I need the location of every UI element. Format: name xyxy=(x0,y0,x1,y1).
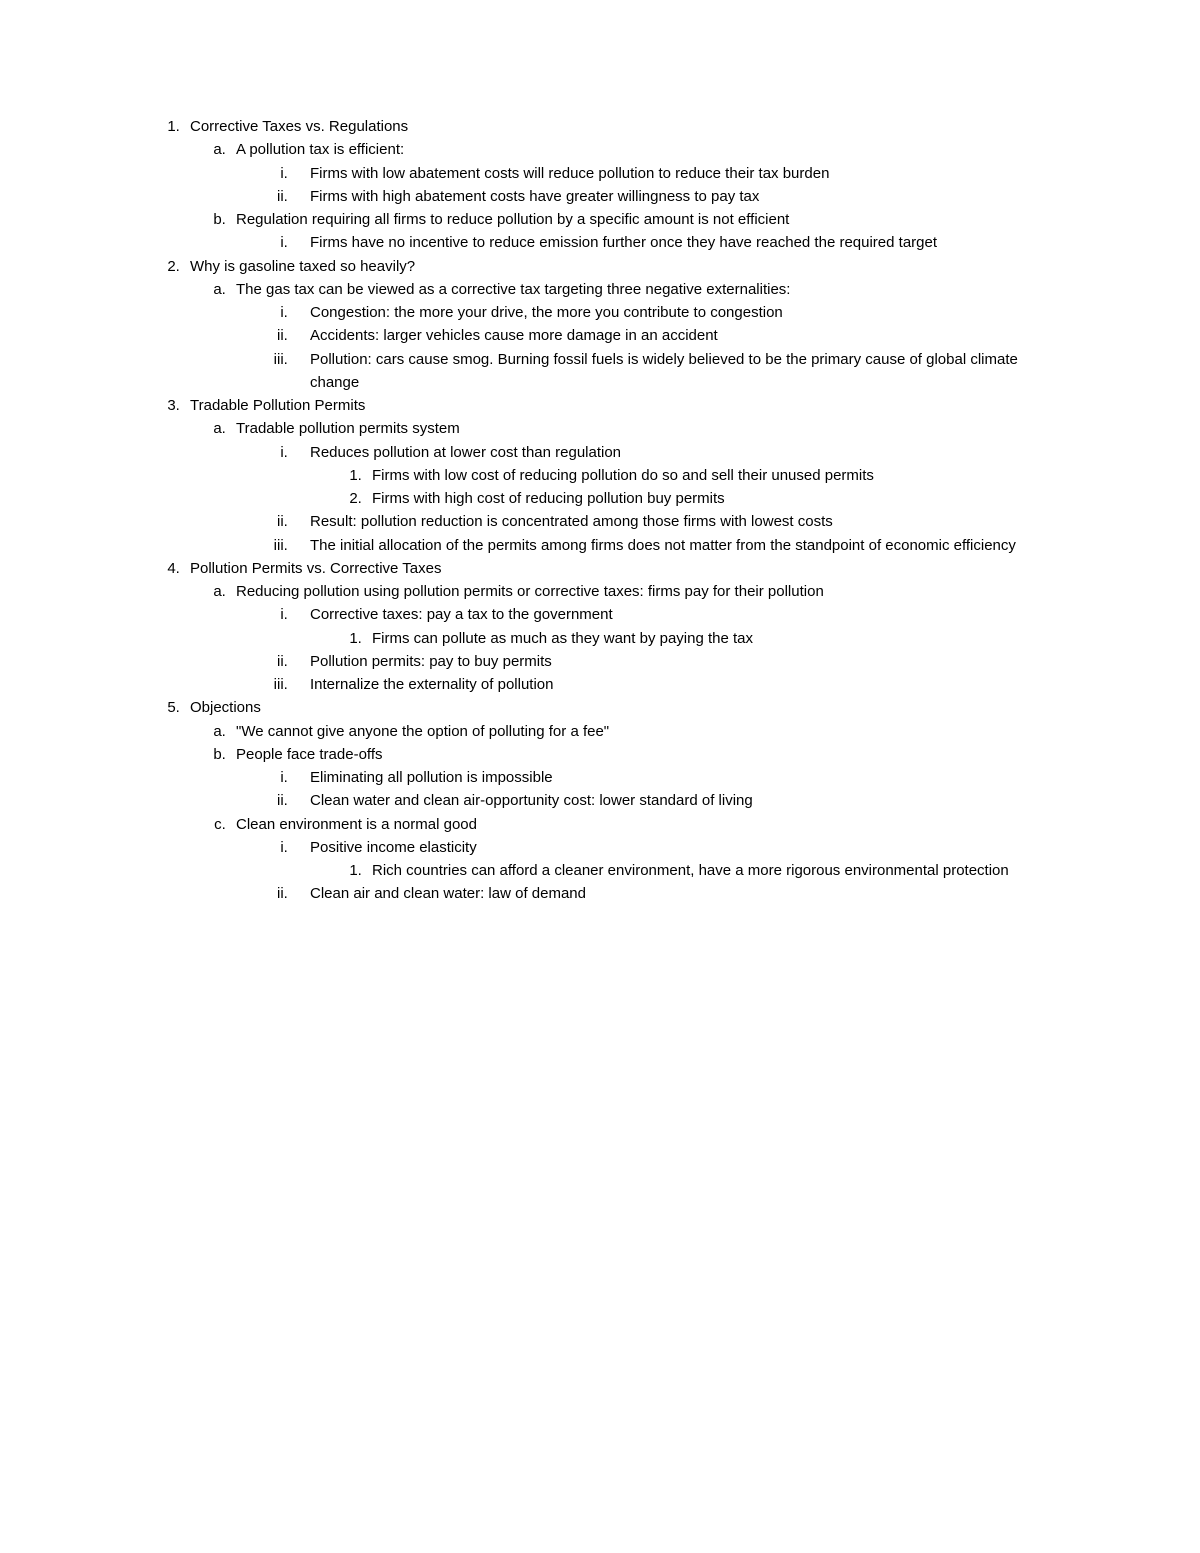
outline-sublist: The gas tax can be viewed as a correctiv… xyxy=(190,278,1050,394)
outline-item: Why is gasoline taxed so heavily? The gas… xyxy=(184,255,1050,395)
outline-text: Pollution permits: pay to buy permits xyxy=(310,653,552,670)
outline-text: Result: pollution reduction is concentra… xyxy=(310,513,833,530)
outline-text: Reducing pollution using pollution permi… xyxy=(236,583,824,600)
outline-sublist: Firms can pollute as much as they want b… xyxy=(310,627,1050,650)
outline-item: People face trade-offs Eliminating all po… xyxy=(230,743,1050,813)
outline-item: Clean water and clean air-opportunity co… xyxy=(292,789,1050,812)
outline-item: Corrective Taxes vs. Regulations A pollut… xyxy=(184,115,1050,255)
outline-text: The gas tax can be viewed as a correctiv… xyxy=(236,281,790,298)
outline-item: Reducing pollution using pollution permi… xyxy=(230,580,1050,696)
outline-item: Eliminating all pollution is impossible xyxy=(292,766,1050,789)
outline-item: Tradable Pollution Permits Tradable pollu… xyxy=(184,394,1050,557)
outline-item: "We cannot give anyone the option of pol… xyxy=(230,720,1050,743)
outline-item: Corrective taxes: pay a tax to the gover… xyxy=(292,603,1050,650)
outline-item: The gas tax can be viewed as a correctiv… xyxy=(230,278,1050,394)
outline-item: The initial allocation of the permits am… xyxy=(292,534,1050,557)
outline-item: Reduces pollution at lower cost than reg… xyxy=(292,441,1050,511)
outline-text: Firms can pollute as much as they want b… xyxy=(372,630,753,647)
outline-sublist: Firms with low cost of reducing pollutio… xyxy=(310,464,1050,511)
outline-text: The initial allocation of the permits am… xyxy=(310,537,1016,554)
outline-sublist: Positive income elasticity Rich countries… xyxy=(236,836,1050,906)
outline-item: Regulation requiring all firms to reduce… xyxy=(230,208,1050,255)
outline-sublist: Reduces pollution at lower cost than reg… xyxy=(236,441,1050,557)
outline-item: Rich countries can afford a cleaner envi… xyxy=(366,859,1050,882)
outline-text: Corrective taxes: pay a tax to the gover… xyxy=(310,606,613,623)
outline-text: Firms with low abatement costs will redu… xyxy=(310,165,829,182)
outline-item: Firms can pollute as much as they want b… xyxy=(366,627,1050,650)
outline-text: Tradable Pollution Permits xyxy=(190,397,365,414)
outline-item: Objections "We cannot give anyone the opt… xyxy=(184,696,1050,905)
outline-item: Accidents: larger vehicles cause more da… xyxy=(292,324,1050,347)
outline-text: Clean environment is a normal good xyxy=(236,816,477,833)
outline-item: Tradable pollution permits system Reduces… xyxy=(230,417,1050,557)
outline-item: Firms with high cost of reducing polluti… xyxy=(366,487,1050,510)
outline-text: Rich countries can afford a cleaner envi… xyxy=(372,862,1009,879)
outline-text: Corrective Taxes vs. Regulations xyxy=(190,118,408,135)
outline-item: Pollution: cars cause smog. Burning foss… xyxy=(292,348,1050,395)
outline-item: Firms with high abatement costs have gre… xyxy=(292,185,1050,208)
outline-sublist: Firms with low abatement costs will redu… xyxy=(236,162,1050,209)
outline-text: Pollution Permits vs. Corrective Taxes xyxy=(190,560,441,577)
outline-item: Pollution permits: pay to buy permits xyxy=(292,650,1050,673)
outline-sublist: Firms have no incentive to reduce emissi… xyxy=(236,231,1050,254)
outline-item: Clean environment is a normal good Positi… xyxy=(230,813,1050,906)
outline-text: Firms with high abatement costs have gre… xyxy=(310,188,759,205)
outline-item: Positive income elasticity Rich countries… xyxy=(292,836,1050,883)
outline-item: Congestion: the more your drive, the mor… xyxy=(292,301,1050,324)
outline-text: Congestion: the more your drive, the mor… xyxy=(310,304,783,321)
outline-sublist: "We cannot give anyone the option of pol… xyxy=(190,720,1050,906)
outline-text: Reduces pollution at lower cost than reg… xyxy=(310,444,621,461)
outline-item: Firms have no incentive to reduce emissi… xyxy=(292,231,1050,254)
outline-text: Firms with low cost of reducing pollutio… xyxy=(372,467,874,484)
outline-item: Clean air and clean water: law of demand xyxy=(292,882,1050,905)
outline-sublist: Tradable pollution permits system Reduces… xyxy=(190,417,1050,557)
outline-item: Firms with low abatement costs will redu… xyxy=(292,162,1050,185)
document-page: Corrective Taxes vs. Regulations A pollut… xyxy=(0,0,1200,1553)
outline-root: Corrective Taxes vs. Regulations A pollut… xyxy=(150,115,1050,906)
outline-text: Tradable pollution permits system xyxy=(236,420,460,437)
outline-text: People face trade-offs xyxy=(236,746,382,763)
outline-sublist: Rich countries can afford a cleaner envi… xyxy=(310,859,1050,882)
outline-text: Firms with high cost of reducing polluti… xyxy=(372,490,725,507)
outline-item: Result: pollution reduction is concentra… xyxy=(292,510,1050,533)
outline-sublist: Reducing pollution using pollution permi… xyxy=(190,580,1050,696)
outline-text: Clean air and clean water: law of demand xyxy=(310,885,586,902)
outline-sublist: A pollution tax is efficient: Firms with … xyxy=(190,138,1050,254)
outline-text: Pollution: cars cause smog. Burning foss… xyxy=(310,351,1018,391)
outline-sublist: Eliminating all pollution is impossible C… xyxy=(236,766,1050,813)
outline-item: Pollution Permits vs. Corrective Taxes Re… xyxy=(184,557,1050,697)
outline-text: Eliminating all pollution is impossible xyxy=(310,769,553,786)
outline-sublist: Congestion: the more your drive, the mor… xyxy=(236,301,1050,394)
outline-text: Regulation requiring all firms to reduce… xyxy=(236,211,789,228)
outline-text: Internalize the externality of pollution xyxy=(310,676,553,693)
outline-item: Internalize the externality of pollution xyxy=(292,673,1050,696)
outline-text: A pollution tax is efficient: xyxy=(236,141,404,158)
outline-text: Why is gasoline taxed so heavily? xyxy=(190,258,415,275)
outline-item: Firms with low cost of reducing pollutio… xyxy=(366,464,1050,487)
outline-text: Accidents: larger vehicles cause more da… xyxy=(310,327,718,344)
outline-item: A pollution tax is efficient: Firms with … xyxy=(230,138,1050,208)
outline-text: Objections xyxy=(190,699,261,716)
outline-text: Clean water and clean air-opportunity co… xyxy=(310,792,753,809)
outline-text: "We cannot give anyone the option of pol… xyxy=(236,723,609,740)
outline-text: Firms have no incentive to reduce emissi… xyxy=(310,234,937,251)
outline-text: Positive income elasticity xyxy=(310,839,477,856)
outline-sublist: Corrective taxes: pay a tax to the gover… xyxy=(236,603,1050,696)
